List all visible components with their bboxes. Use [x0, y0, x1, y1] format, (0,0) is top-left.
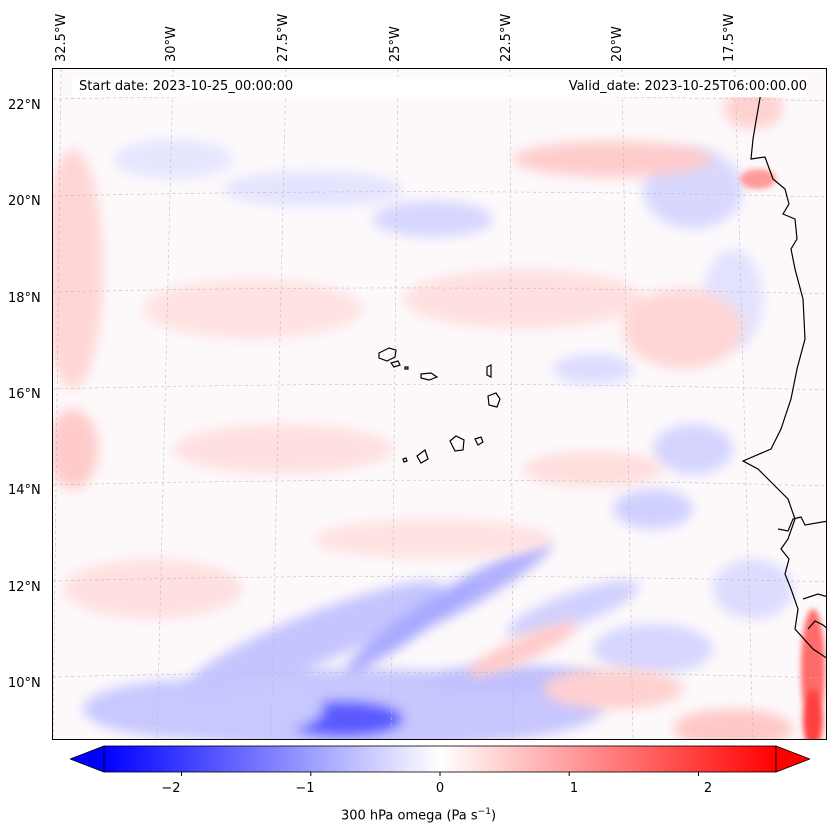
omega-contours — [53, 89, 825, 739]
lon-label-17-5w: 17.5°W — [722, 13, 737, 62]
lon-label-30w: 30°W — [164, 26, 179, 62]
colorbar-label-close: ) — [490, 808, 497, 824]
lat-label-10n: 10°N — [8, 676, 41, 691]
colorbar-tick-label: −2 — [161, 781, 181, 796]
colorbar-gradient — [103, 745, 777, 773]
colorbar — [70, 745, 810, 776]
colorbar-tick-label: −1 — [295, 781, 315, 796]
colorbar-extend-low — [70, 745, 105, 773]
colorbar-label-text: 300 hPa omega (Pa s — [340, 808, 478, 824]
map-panel — [52, 68, 827, 740]
lat-label-16n: 16°N — [8, 387, 41, 402]
start-date-text: Start date: 2023-10-25_00:00:00 — [79, 79, 294, 94]
graticule — [53, 69, 826, 739]
lat-label-18n: 18°N — [8, 291, 41, 306]
lat-label-14n: 14°N — [8, 483, 41, 498]
coastline — [741, 80, 826, 659]
lon-label-20w: 20°W — [610, 26, 625, 62]
lon-label-22-5w: 22.5°W — [499, 13, 514, 62]
colorbar-tick-label: 2 — [703, 781, 713, 796]
lon-label-25w: 25°W — [388, 26, 403, 62]
colorbar-label: 300 hPa omega (Pa s−1) — [0, 807, 837, 823]
valid-date-text: Valid_date: 2023-10-25T06:00:00.00 — [568, 79, 807, 94]
lat-label-22n: 22°N — [8, 98, 41, 113]
colorbar-extend-high — [775, 745, 810, 773]
lon-label-27-5w: 27.5°W — [276, 13, 291, 62]
omega-field-map — [53, 69, 826, 739]
lat-label-20n: 20°N — [8, 194, 41, 209]
colorbar-label-sup: −1 — [477, 807, 491, 817]
lon-label-32-5w: 32.5°W — [54, 13, 69, 62]
lat-label-12n: 12°N — [8, 580, 41, 595]
cape-verde-islands — [378, 347, 501, 464]
colorbar-tick-label: 0 — [435, 781, 445, 796]
header-background — [72, 77, 807, 97]
colorbar-tick-label: 1 — [569, 781, 579, 796]
